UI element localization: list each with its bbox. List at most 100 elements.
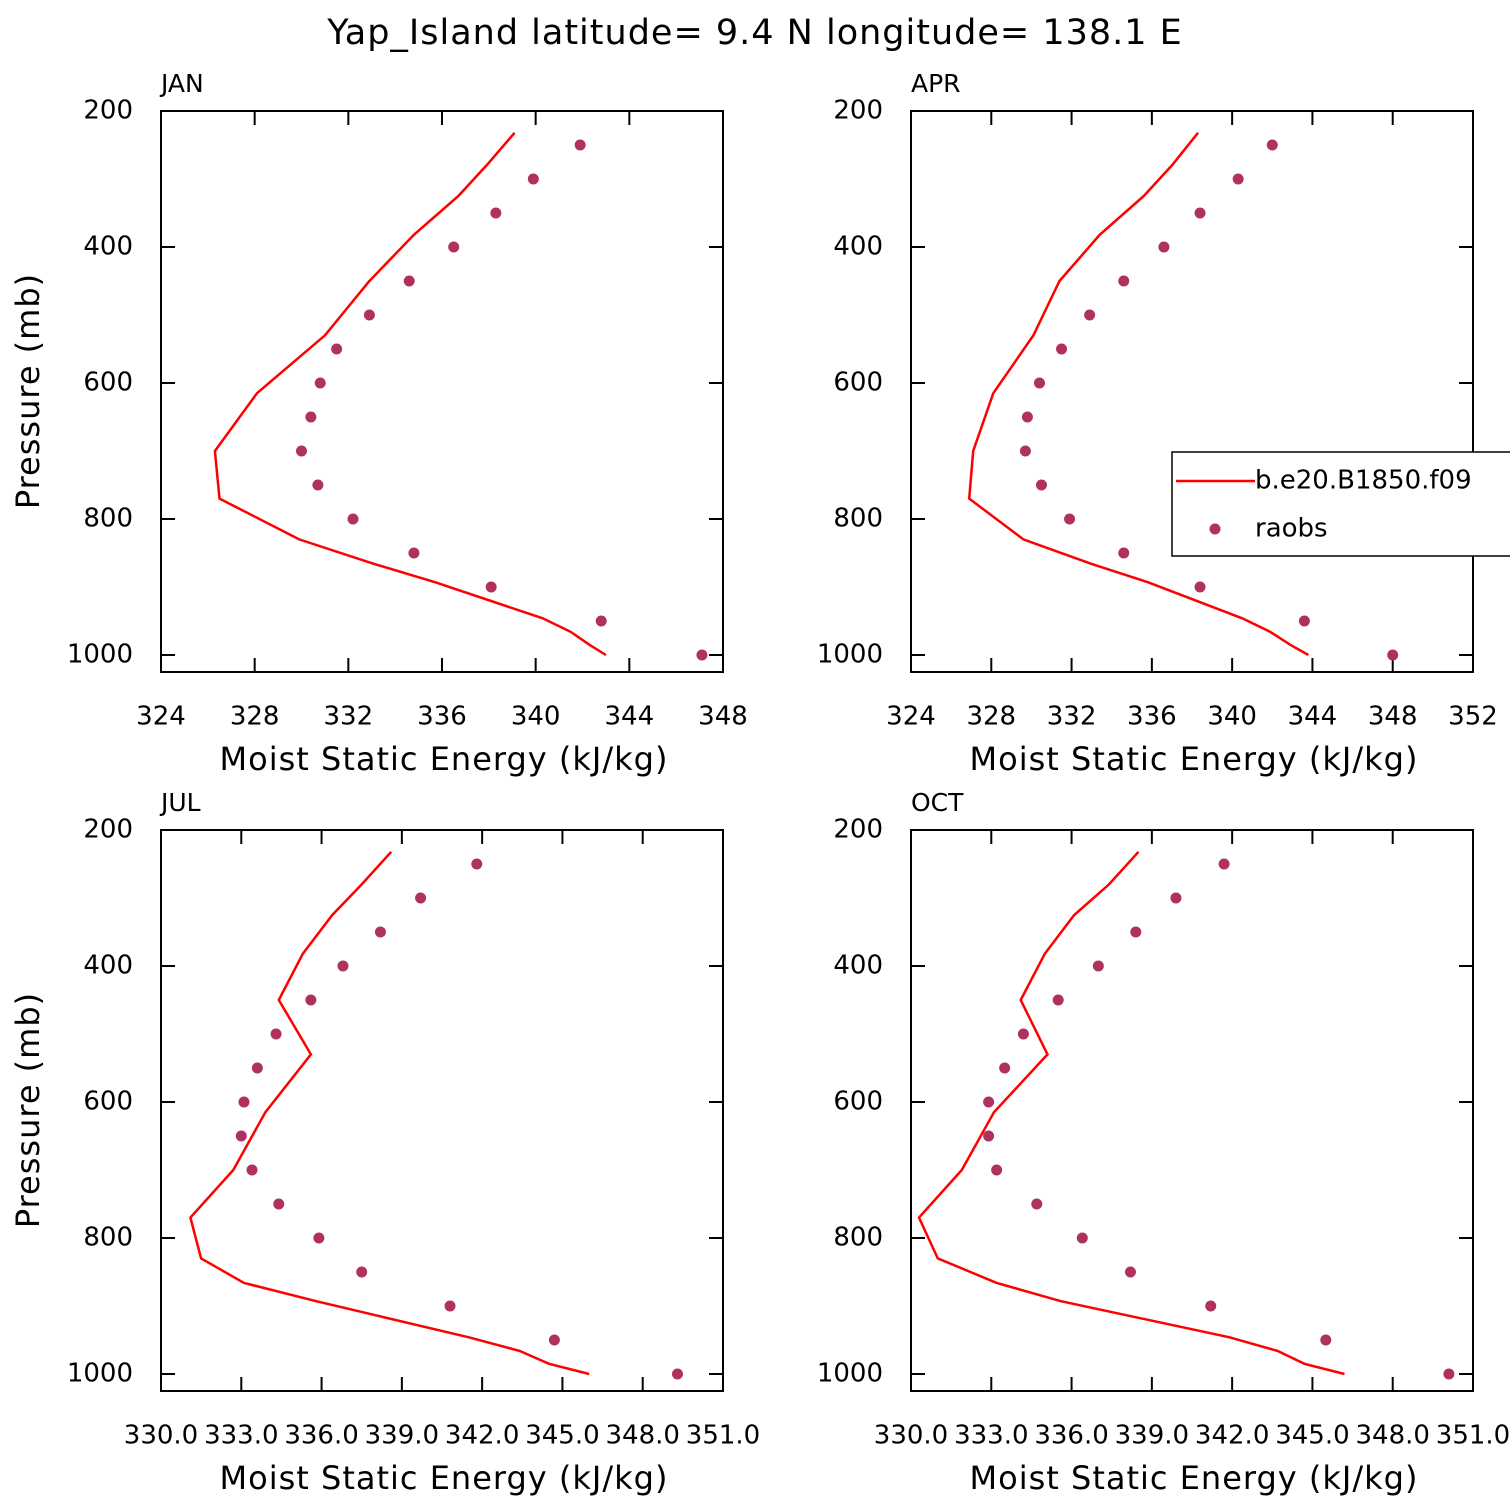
profile-dot	[1017, 1028, 1029, 1040]
x-tick-label: 324	[886, 702, 936, 732]
profile-dot	[251, 1062, 263, 1074]
y-tick-label: 800	[833, 1223, 883, 1253]
profile-dot	[347, 513, 359, 525]
profile-dot	[408, 547, 420, 559]
profile-dot	[1266, 139, 1278, 151]
y-tick-label: 200	[83, 815, 133, 845]
plot-frame	[160, 829, 724, 1392]
panel-title: OCT	[911, 788, 964, 817]
legend-label: b.e20.B1850.f09	[1255, 466, 1472, 496]
profile-dot	[1035, 479, 1047, 491]
profile-dot	[1232, 173, 1244, 185]
plot-frame	[160, 110, 724, 673]
x-tick-label: 348	[1368, 702, 1418, 732]
profile-dot	[312, 479, 324, 491]
profile-dot	[270, 1028, 282, 1040]
profile-line	[213, 131, 607, 657]
y-tick-label: 200	[833, 96, 883, 126]
profile-dot	[1052, 994, 1064, 1006]
x-tick-label: 351.0	[1436, 1421, 1510, 1451]
x-tick-label: 328	[966, 702, 1016, 732]
profile-dot	[313, 1232, 325, 1244]
panel-title: JAN	[159, 69, 204, 98]
profile-dot	[246, 1164, 258, 1176]
y-tick-label: 1000	[67, 1359, 133, 1389]
y-tick-label: 1000	[817, 1359, 883, 1389]
profile-dot	[1298, 615, 1310, 627]
x-tick-label: 348.0	[1355, 1421, 1429, 1451]
x-tick-label: 345.0	[1275, 1421, 1349, 1451]
profile-dot	[337, 960, 349, 972]
x-tick-label: 342.0	[1195, 1421, 1269, 1451]
profile-dot	[374, 926, 386, 938]
y-tick-label: 600	[83, 1087, 133, 1117]
x-tick-label: 340	[511, 702, 561, 732]
x-axis-label: Moist Static Energy (kJ/kg)	[220, 740, 669, 778]
x-tick-label: 328	[230, 702, 280, 732]
profile-dot	[991, 1164, 1003, 1176]
y-tick-label: 600	[833, 368, 883, 398]
plot-frame	[910, 829, 1474, 1392]
y-tick-label: 600	[833, 1087, 883, 1117]
x-tick-label: 340	[1207, 702, 1257, 732]
profile-dot	[403, 275, 415, 287]
x-tick-label: 352	[1448, 702, 1498, 732]
x-tick-label: 339.0	[365, 1421, 439, 1451]
profile-dot	[1118, 275, 1130, 287]
profile-line	[967, 132, 1310, 657]
profile-dot	[273, 1198, 285, 1210]
profile-dot	[1021, 411, 1033, 423]
profile-dot	[490, 207, 502, 219]
x-tick-label: 330.0	[124, 1421, 198, 1451]
profile-dot	[1218, 858, 1230, 870]
x-tick-label: 339.0	[1115, 1421, 1189, 1451]
y-tick-label: 400	[83, 951, 133, 981]
profile-dot	[983, 1130, 995, 1142]
y-tick-label: 400	[833, 232, 883, 262]
profile-dot	[574, 139, 586, 151]
legend-dot	[1209, 523, 1221, 535]
plot-frame	[910, 110, 1474, 673]
profile-dot	[314, 377, 326, 389]
profile-dot	[1387, 649, 1399, 661]
profile-line	[917, 850, 1345, 1376]
y-tick-label: 200	[833, 815, 883, 845]
profile-dot	[1158, 241, 1170, 253]
profile-dot	[1056, 343, 1068, 355]
x-axis-label: Moist Static Energy (kJ/kg)	[970, 1459, 1419, 1497]
x-tick-label: 351.0	[686, 1421, 760, 1451]
x-tick-label: 344	[1288, 702, 1338, 732]
profile-dot	[356, 1266, 368, 1278]
x-tick-label: 332	[1047, 702, 1097, 732]
x-tick-label: 330.0	[874, 1421, 948, 1451]
y-tick-label: 400	[833, 951, 883, 981]
y-axis-label: Pressure (mb)	[9, 273, 47, 509]
profile-dot	[448, 241, 460, 253]
profile-dot	[999, 1062, 1011, 1074]
y-tick-label: 600	[83, 368, 133, 398]
profile-dot	[1064, 513, 1076, 525]
x-tick-label: 336	[1127, 702, 1177, 732]
profile-dot	[415, 892, 427, 904]
profile-dot	[1019, 445, 1031, 457]
profile-dot	[444, 1300, 456, 1312]
x-tick-label: 348	[698, 702, 748, 732]
y-tick-label: 800	[833, 504, 883, 534]
profile-dot	[1205, 1300, 1217, 1312]
profile-dot	[238, 1096, 250, 1108]
profile-dot	[485, 581, 497, 593]
profile-dot	[595, 615, 607, 627]
y-tick-label: 200	[83, 96, 133, 126]
y-tick-label: 800	[83, 1223, 133, 1253]
x-axis-label: Moist Static Energy (kJ/kg)	[970, 740, 1419, 778]
profile-dot	[672, 1368, 684, 1380]
profile-dot	[527, 173, 539, 185]
x-tick-label: 336.0	[284, 1421, 358, 1451]
legend-box	[1171, 451, 1510, 557]
profile-dot	[696, 649, 708, 661]
profile-dot	[1130, 926, 1142, 938]
y-tick-label: 400	[83, 232, 133, 262]
profile-dot	[1320, 1334, 1332, 1346]
